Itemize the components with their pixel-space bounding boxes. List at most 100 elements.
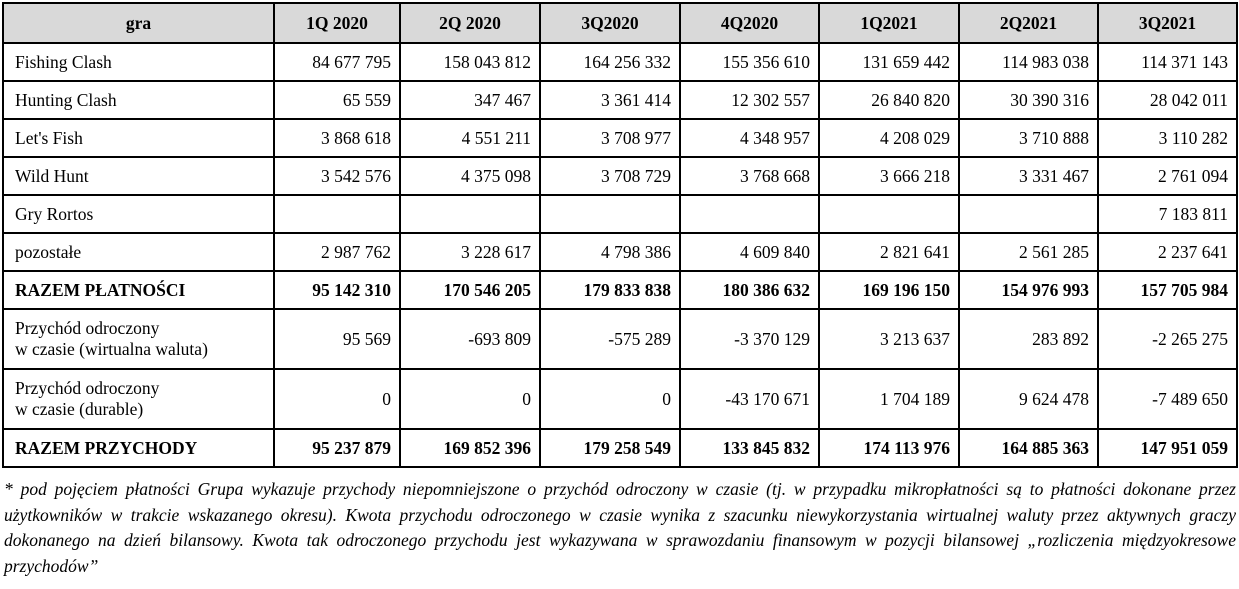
column-header-period: 4Q2020 — [679, 2, 820, 44]
table-cell: -43 170 671 — [679, 368, 820, 430]
row-label: Wild Hunt — [2, 156, 275, 196]
table-row: pozostałe 2 987 762 3 228 617 4 798 386 4 60… — [2, 232, 1238, 272]
footnote: * pod pojęciem płatności Grupa wykazuje … — [4, 479, 1236, 576]
table-cell: 3 542 576 — [273, 156, 401, 196]
table-row: Gry Rortos 7 183 811 — [2, 194, 1238, 234]
table-cell: 3 710 888 — [958, 118, 1099, 158]
table-cell: 0 — [399, 368, 541, 430]
row-label: pozostałe — [2, 232, 275, 272]
table-cell: 3 666 218 — [818, 156, 960, 196]
table-cell: 3 331 467 — [958, 156, 1099, 196]
table-cell: 133 845 832 — [679, 428, 820, 468]
table-cell: 179 258 549 — [539, 428, 681, 468]
column-header-period: 1Q 2020 — [273, 2, 401, 44]
table-cell: 114 983 038 — [958, 42, 1099, 82]
row-label: RAZEM PŁATNOŚCI — [2, 270, 275, 310]
row-label: Hunting Clash — [2, 80, 275, 120]
row-label-line: RAZEM PRZYCHODY — [15, 437, 198, 458]
row-label-line: w czasie (wirtualna waluta) — [15, 339, 208, 359]
table-cell: 26 840 820 — [818, 80, 960, 120]
table-cell: 147 951 059 — [1097, 428, 1238, 468]
table-cell: 164 885 363 — [958, 428, 1099, 468]
table-cell: 3 213 637 — [818, 308, 960, 370]
table-row: Fishing Clash 84 677 795 158 043 812 164 25… — [2, 42, 1238, 82]
table-cell: 2 761 094 — [1097, 156, 1238, 196]
row-label-line: RAZEM PŁATNOŚCI — [15, 279, 186, 300]
table-cell: 2 561 285 — [958, 232, 1099, 272]
table-cell: 2 821 641 — [818, 232, 960, 272]
row-label: Przychód odroczony w czasie (wirtualna wa… — [2, 308, 275, 370]
revenue-table: gra 1Q 2020 2Q 2020 3Q2020 4Q2020 1Q2021 2Q202… — [2, 2, 1238, 468]
row-label: Gry Rortos — [2, 194, 275, 234]
table-cell: 4 551 211 — [399, 118, 541, 158]
column-header-game: gra — [2, 2, 275, 44]
table-cell: 95 237 879 — [273, 428, 401, 468]
table-cell: 114 371 143 — [1097, 42, 1238, 82]
table-cell: 0 — [539, 368, 681, 430]
table-body: Fishing Clash 84 677 795 158 043 812 164 25… — [2, 42, 1238, 468]
table-cell: 84 677 795 — [273, 42, 401, 82]
table-cell: 169 196 150 — [818, 270, 960, 310]
table-cell: 164 256 332 — [539, 42, 681, 82]
table-row: Hunting Clash 65 559 347 467 3 361 414 12 30… — [2, 80, 1238, 120]
table-cell: 3 868 618 — [273, 118, 401, 158]
table-cell: 95 142 310 — [273, 270, 401, 310]
table-cell: 1 704 189 — [818, 368, 960, 430]
row-label: Let's Fish — [2, 118, 275, 158]
column-header-period: 1Q2021 — [818, 2, 960, 44]
table-cell: 179 833 838 — [539, 270, 681, 310]
table-cell: 157 705 984 — [1097, 270, 1238, 310]
table-cell: 4 609 840 — [679, 232, 820, 272]
table-cell: 3 708 729 — [539, 156, 681, 196]
table-cell: -2 265 275 — [1097, 308, 1238, 370]
table-cell: 95 569 — [273, 308, 401, 370]
table-row: RAZEM PRZYCHODY 95 237 879 169 852 396 179 … — [2, 428, 1238, 468]
table-cell: 30 390 316 — [958, 80, 1099, 120]
table-cell: -575 289 — [539, 308, 681, 370]
table-cell — [539, 194, 681, 234]
table-cell — [958, 194, 1099, 234]
table-cell: 3 228 617 — [399, 232, 541, 272]
table-cell — [399, 194, 541, 234]
column-header-period: 3Q2020 — [539, 2, 681, 44]
table-cell — [679, 194, 820, 234]
row-label: RAZEM PRZYCHODY — [2, 428, 275, 468]
row-label-line: Let's Fish — [15, 127, 83, 148]
table-cell — [818, 194, 960, 234]
table-cell: 3 361 414 — [539, 80, 681, 120]
table-row: Let's Fish 3 868 618 4 551 211 3 708 977 4 3… — [2, 118, 1238, 158]
row-label-line: pozostałe — [15, 241, 82, 262]
table-cell: 3 708 977 — [539, 118, 681, 158]
row-label-line: Gry Rortos — [15, 203, 94, 224]
table-cell: 9 624 478 — [958, 368, 1099, 430]
table-cell: 4 798 386 — [539, 232, 681, 272]
table-cell: 169 852 396 — [399, 428, 541, 468]
row-label: Przychód odroczony w czasie (durable) — [2, 368, 275, 430]
table-cell: 4 208 029 — [818, 118, 960, 158]
column-header-period: 2Q2021 — [958, 2, 1099, 44]
revenue-table-container: gra 1Q 2020 2Q 2020 3Q2020 4Q2020 1Q2021 2Q202… — [2, 2, 1238, 468]
table-cell: 174 113 976 — [818, 428, 960, 468]
row-label-line: Przychód odroczony — [15, 318, 160, 338]
table-cell: 4 348 957 — [679, 118, 820, 158]
table-row: Przychód odroczony w czasie (wirtualna wa… — [2, 308, 1238, 370]
row-label-line: Przychód odroczony — [15, 378, 160, 398]
table-cell: 131 659 442 — [818, 42, 960, 82]
table-cell: 155 356 610 — [679, 42, 820, 82]
column-header-period: 2Q 2020 — [399, 2, 541, 44]
table-cell: 28 042 011 — [1097, 80, 1238, 120]
column-header-period: 3Q2021 — [1097, 2, 1238, 44]
table-cell: 2 987 762 — [273, 232, 401, 272]
row-label-line: w czasie (durable) — [15, 399, 144, 419]
table-cell: 12 302 557 — [679, 80, 820, 120]
table-cell: 7 183 811 — [1097, 194, 1238, 234]
table-cell: 4 375 098 — [399, 156, 541, 196]
table-cell — [273, 194, 401, 234]
table-cell: 0 — [273, 368, 401, 430]
table-cell: 158 043 812 — [399, 42, 541, 82]
table-cell: 3 768 668 — [679, 156, 820, 196]
table-cell: 283 892 — [958, 308, 1099, 370]
row-label: Fishing Clash — [2, 42, 275, 82]
table-row: Wild Hunt 3 542 576 4 375 098 3 708 729 3 76… — [2, 156, 1238, 196]
row-label-line: Hunting Clash — [15, 89, 117, 110]
